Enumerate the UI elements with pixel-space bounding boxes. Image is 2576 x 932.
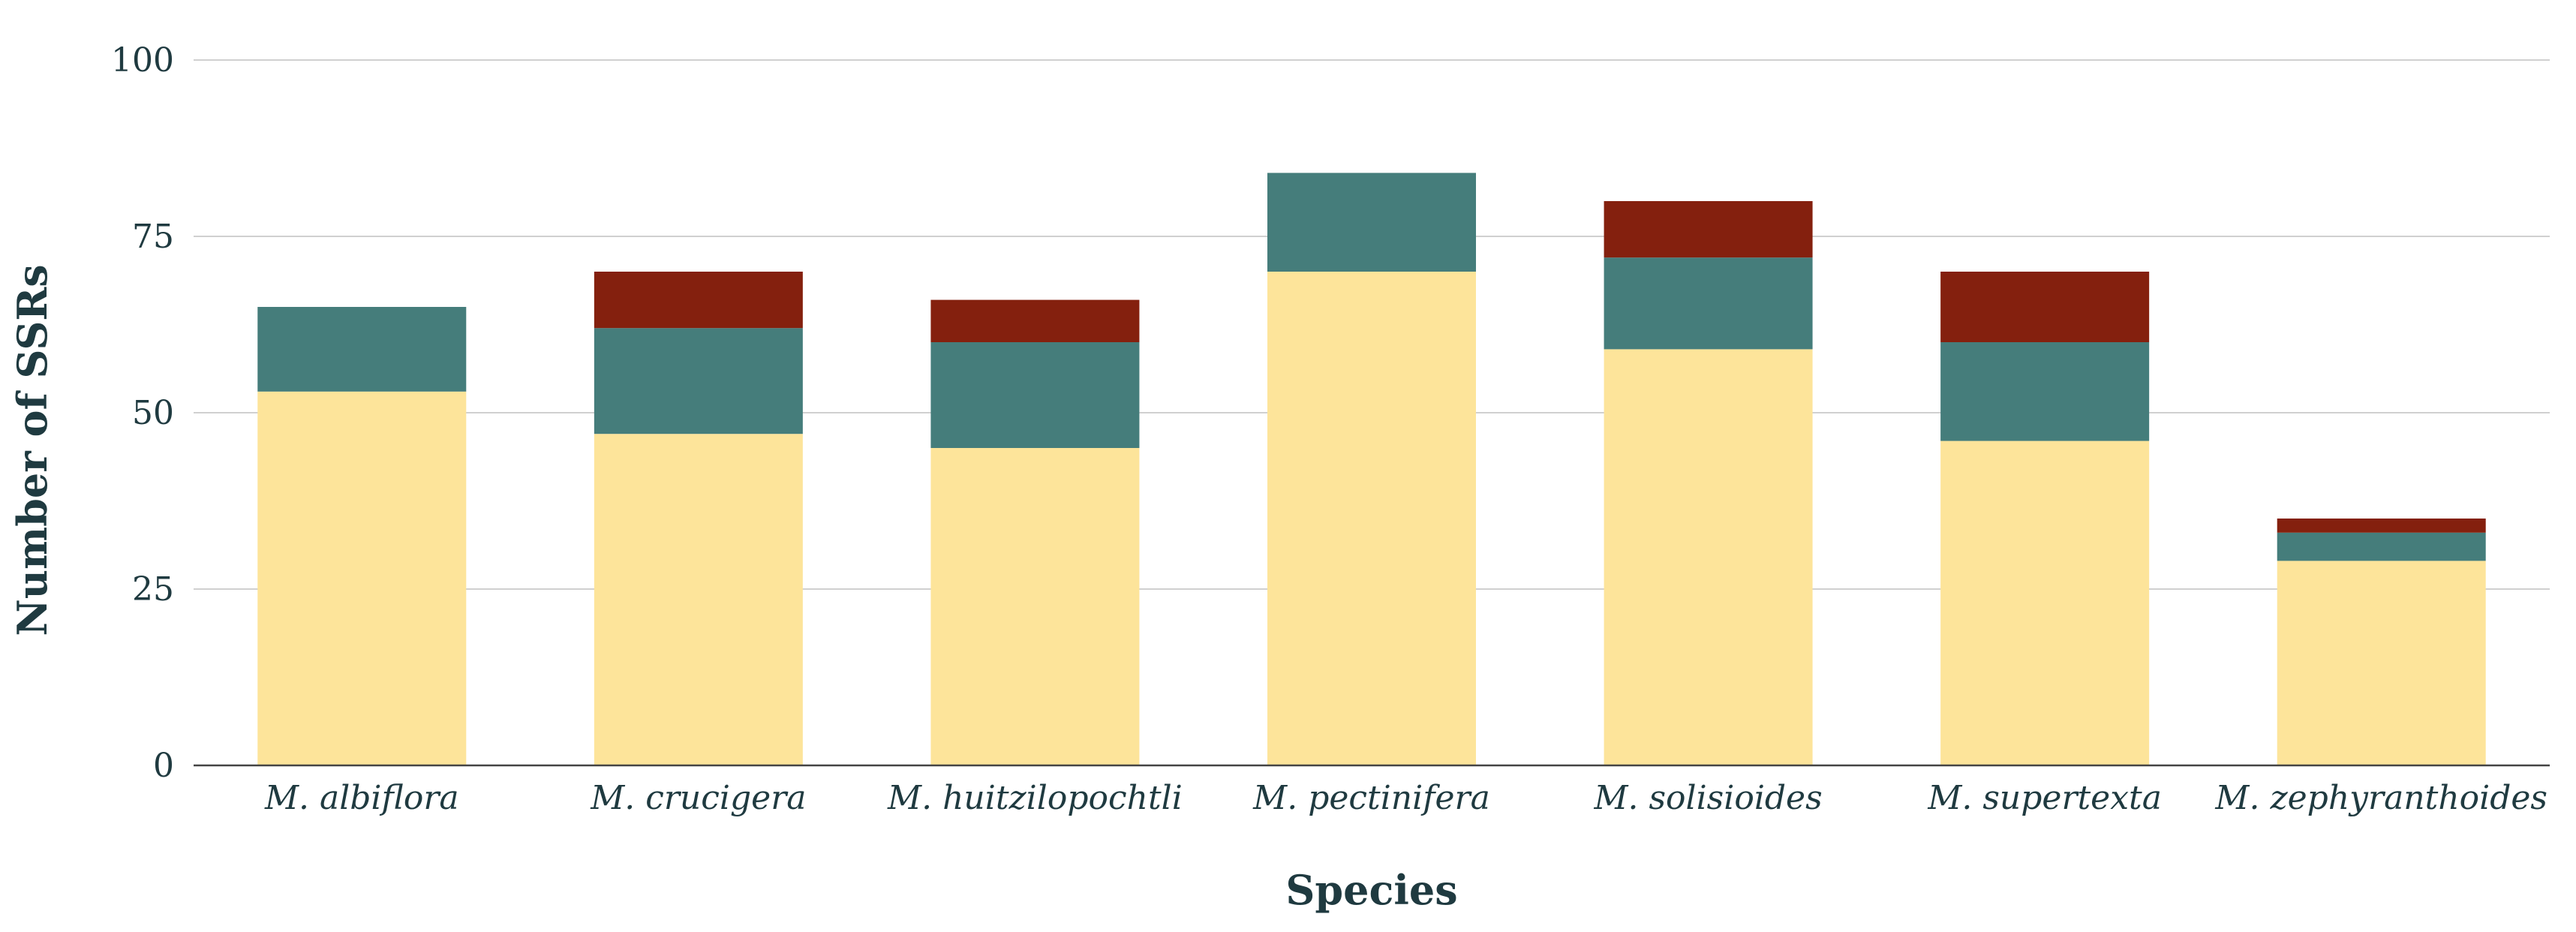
x-tick-label: M. huitzilopochtli xyxy=(887,779,1183,817)
bar-segment xyxy=(1940,272,2150,342)
y-tick-label: 75 xyxy=(132,218,174,256)
y-tick-label: 50 xyxy=(132,394,174,432)
bar-segment xyxy=(1267,173,1476,272)
x-tick-label: M. supertexta xyxy=(1927,779,2162,817)
bar-segment xyxy=(930,342,1140,448)
x-axis-title: Species xyxy=(1285,866,1457,914)
bar-segment xyxy=(257,391,467,765)
bar-segment xyxy=(1940,440,2150,765)
y-axis-title: Number of SSRs xyxy=(8,264,56,636)
y-tick-label: 100 xyxy=(111,41,174,80)
bar-segment xyxy=(1940,342,2150,441)
x-tick-label: M. pectinifera xyxy=(1252,779,1490,817)
x-tick-label: M. solisioides xyxy=(1593,779,1822,817)
y-tick-labels: 0 25 50 75 100 xyxy=(111,41,174,785)
y-tick-label: 25 xyxy=(132,570,174,609)
x-tick-label: M. crucigera xyxy=(590,779,806,817)
bar-segment xyxy=(1604,349,1813,765)
bars xyxy=(257,173,2486,765)
x-tick-labels: M. albiflora M. crucigera M. huitzilopocht… xyxy=(264,779,2547,817)
bar-segment xyxy=(2277,519,2486,533)
x-tick-label: M. zephyranthoides xyxy=(2214,779,2547,817)
bar-segment xyxy=(1267,272,1476,765)
bar-segment xyxy=(1604,257,1813,350)
bar-segment xyxy=(2277,532,2486,561)
x-tick-label: M. albiflora xyxy=(264,779,459,817)
bar-segment xyxy=(930,448,1140,765)
bar-segment xyxy=(594,434,803,765)
bar-segment xyxy=(1604,201,1813,258)
bar-segment xyxy=(930,299,1140,342)
bar-segment xyxy=(257,307,467,392)
bar-segment xyxy=(594,272,803,329)
bar-segment xyxy=(2277,561,2486,765)
bar-segment xyxy=(594,328,803,434)
y-tick-label: 0 xyxy=(153,747,174,785)
